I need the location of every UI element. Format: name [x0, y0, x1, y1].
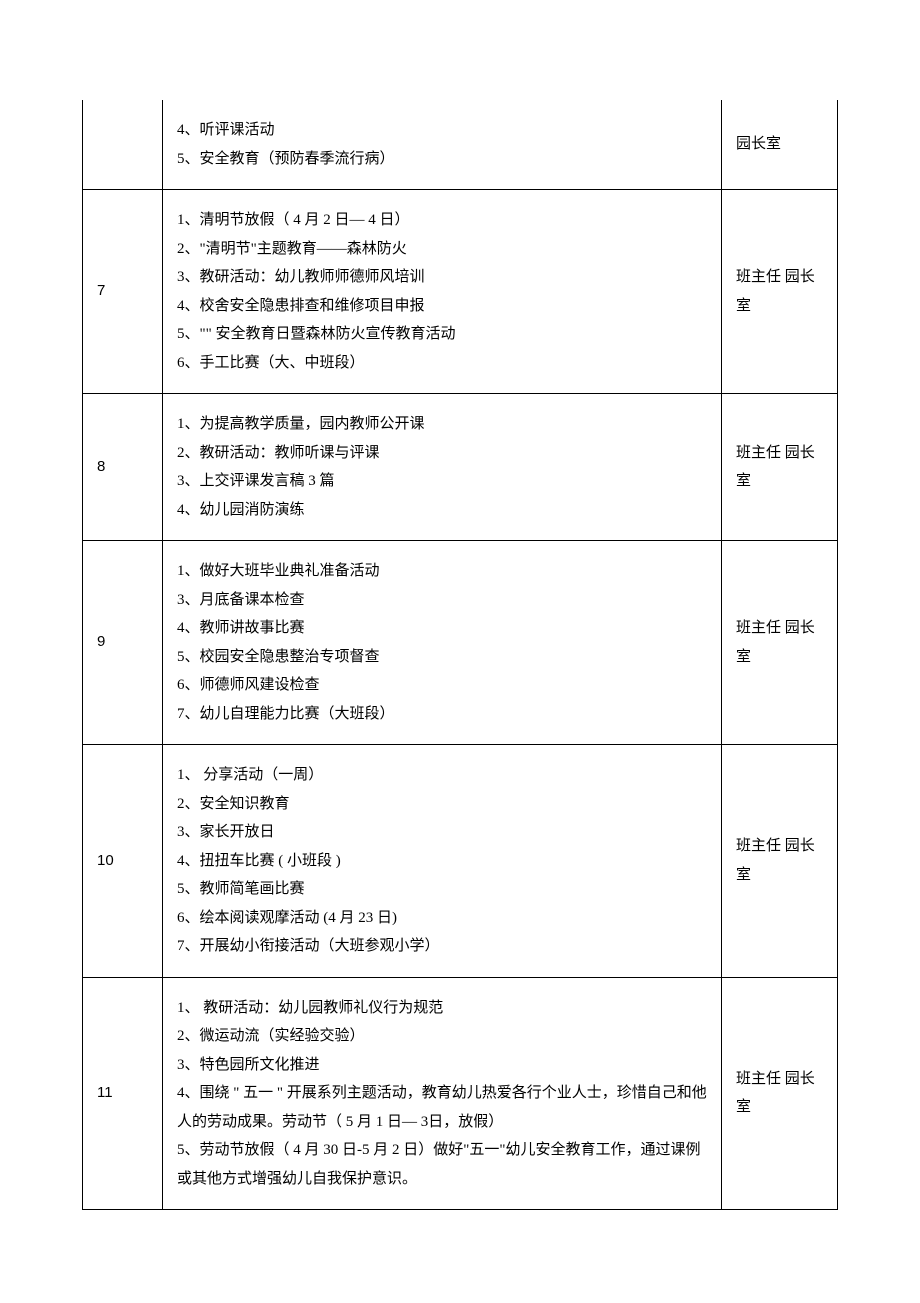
content-cell: 1、 分享活动（一周） 2、安全知识教育 3、家长开放日 4、扭扭车比赛 ( 小…	[163, 745, 722, 978]
resp-line: 班主任	[736, 445, 781, 461]
content-line: 1、做好大班毕业典礼准备活动	[177, 557, 711, 586]
table-row: 4、听评课活动 5、安全教育（预防春季流行病） 园长室	[83, 100, 838, 190]
week-cell	[83, 100, 163, 190]
week-cell: 7	[83, 190, 163, 394]
content-line: 5、安全教育（预防春季流行病）	[177, 145, 711, 174]
content-line: 6、手工比赛（大、中班段）	[177, 349, 711, 378]
content-cell: 4、听评课活动 5、安全教育（预防春季流行病）	[163, 100, 722, 190]
content-cell: 1、为提高教学质量，园内教师公开课 2、教研活动：教师听课与评课 3、上交评课发…	[163, 394, 722, 541]
schedule-table: 4、听评课活动 5、安全教育（预防春季流行病） 园长室 7 1、清明节放假（ 4…	[82, 100, 838, 1210]
responsible-cell: 班主任 园长室	[722, 745, 838, 978]
content-line: 1、清明节放假（ 4 月 2 日— 4 日）	[177, 206, 711, 235]
content-line: 2、微运动流（实经验交验）	[177, 1022, 711, 1051]
resp-line: 班主任	[736, 1071, 781, 1087]
content-line: 3、特色园所文化推进	[177, 1051, 711, 1080]
week-cell: 11	[83, 977, 163, 1210]
content-line: 5、劳动节放假（ 4 月 30 日-5 月 2 日）做好"五一"幼儿安全教育工作…	[177, 1136, 711, 1193]
responsible-cell: 班主任 园长室	[722, 190, 838, 394]
week-cell: 8	[83, 394, 163, 541]
content-cell: 1、清明节放假（ 4 月 2 日— 4 日） 2、"清明节"主题教育——森林防火…	[163, 190, 722, 394]
resp-line: 班主任	[736, 620, 781, 636]
content-line: 7、幼儿自理能力比赛（大班段）	[177, 700, 711, 729]
responsible-cell: 班主任 园长室	[722, 977, 838, 1210]
content-line: 6、师德师风建设检查	[177, 671, 711, 700]
document-page: 4、听评课活动 5、安全教育（预防春季流行病） 园长室 7 1、清明节放假（ 4…	[0, 0, 920, 1270]
content-line: 7、开展幼小衔接活动（大班参观小学）	[177, 932, 711, 961]
table-body: 4、听评课活动 5、安全教育（预防春季流行病） 园长室 7 1、清明节放假（ 4…	[83, 100, 838, 1210]
content-line: 4、围绕 " 五一 " 开展系列主题活动，教育幼儿热爱各行个业人士，珍惜自己和他…	[177, 1079, 711, 1136]
content-line: 3、上交评课发言稿 3 篇	[177, 467, 711, 496]
content-line: 4、幼儿园消防演练	[177, 496, 711, 525]
content-line: 6、绘本阅读观摩活动 (4 月 23 日)	[177, 904, 711, 933]
table-row: 8 1、为提高教学质量，园内教师公开课 2、教研活动：教师听课与评课 3、上交评…	[83, 394, 838, 541]
content-cell: 1、 教研活动：幼儿园教师礼仪行为规范 2、微运动流（实经验交验） 3、特色园所…	[163, 977, 722, 1210]
content-cell: 1、做好大班毕业典礼准备活动 3、月底备课本检查 4、教师讲故事比赛 5、校园安…	[163, 541, 722, 745]
content-line: 4、教师讲故事比赛	[177, 614, 711, 643]
table-row: 11 1、 教研活动：幼儿园教师礼仪行为规范 2、微运动流（实经验交验） 3、特…	[83, 977, 838, 1210]
resp-line: 园长室	[736, 136, 781, 152]
content-line: 4、校舍安全隐患排查和维修项目申报	[177, 292, 711, 321]
table-row: 7 1、清明节放假（ 4 月 2 日— 4 日） 2、"清明节"主题教育——森林…	[83, 190, 838, 394]
week-cell: 10	[83, 745, 163, 978]
content-line: 1、为提高教学质量，园内教师公开课	[177, 410, 711, 439]
content-line: 2、安全知识教育	[177, 790, 711, 819]
content-line: 3、月底备课本检查	[177, 586, 711, 615]
responsible-cell: 园长室	[722, 100, 838, 190]
resp-line: 班主任	[736, 269, 781, 285]
content-line: 1、 教研活动：幼儿园教师礼仪行为规范	[177, 994, 711, 1023]
content-line: 4、听评课活动	[177, 116, 711, 145]
table-row: 9 1、做好大班毕业典礼准备活动 3、月底备课本检查 4、教师讲故事比赛 5、校…	[83, 541, 838, 745]
table-row: 10 1、 分享活动（一周） 2、安全知识教育 3、家长开放日 4、扭扭车比赛 …	[83, 745, 838, 978]
content-line: 1、 分享活动（一周）	[177, 761, 711, 790]
content-line: 2、教研活动：教师听课与评课	[177, 439, 711, 468]
content-line: 3、家长开放日	[177, 818, 711, 847]
week-cell: 9	[83, 541, 163, 745]
content-line: 5、校园安全隐患整治专项督查	[177, 643, 711, 672]
content-line: 3、教研活动：幼儿教师师德师风培训	[177, 263, 711, 292]
content-line: 5、教师简笔画比赛	[177, 875, 711, 904]
content-line: 2、"清明节"主题教育——森林防火	[177, 235, 711, 264]
resp-line: 班主任	[736, 838, 781, 854]
content-line: 5、"" 安全教育日暨森林防火宣传教育活动	[177, 320, 711, 349]
content-line: 4、扭扭车比赛 ( 小班段 )	[177, 847, 711, 876]
responsible-cell: 班主任 园长室	[722, 394, 838, 541]
responsible-cell: 班主任 园长室	[722, 541, 838, 745]
